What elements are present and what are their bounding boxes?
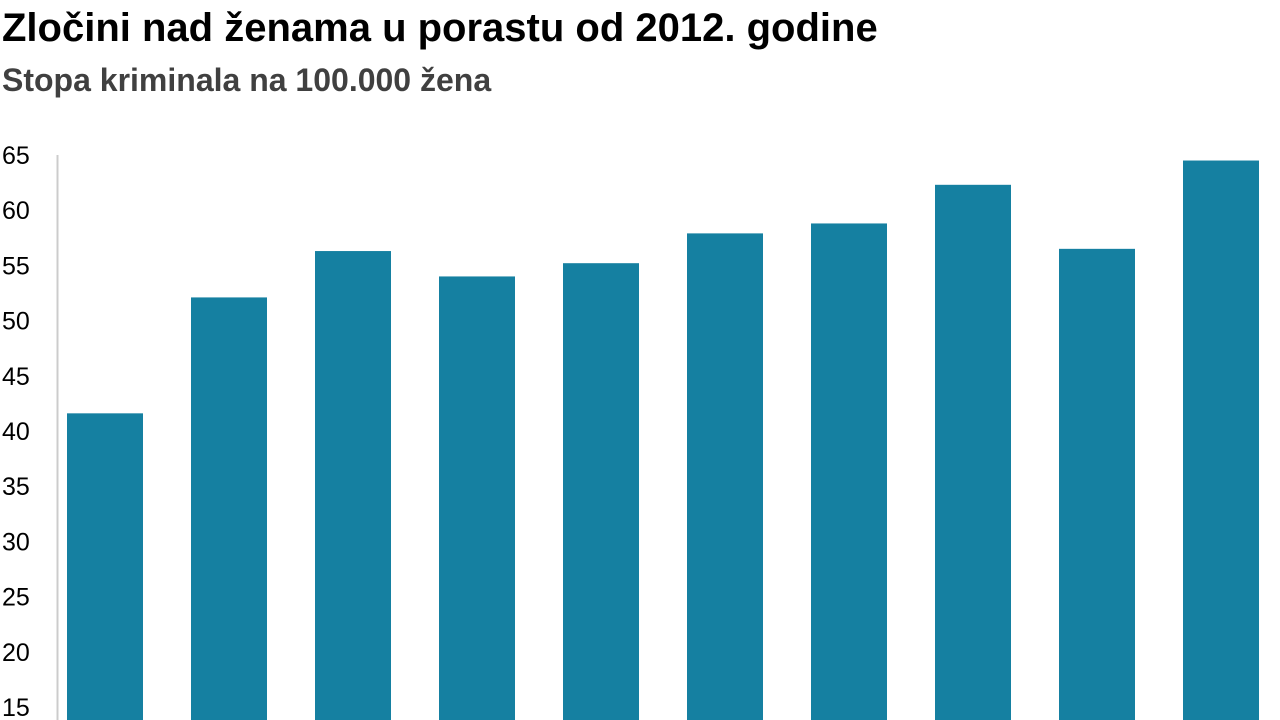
y-tick-label: 60 — [2, 197, 30, 225]
bar-10 — [1183, 160, 1259, 720]
bar-4 — [439, 276, 515, 720]
bar-8 — [935, 184, 1011, 720]
chart-title: Zločini nad ženama u porastu od 2012. go… — [2, 6, 878, 50]
bar-9 — [1059, 248, 1135, 720]
chart-subtitle: Stopa kriminala na 100.000 žena — [2, 62, 492, 98]
y-tick-label: 20 — [2, 639, 30, 667]
bar-1 — [67, 413, 143, 720]
bar-2 — [191, 297, 267, 720]
y-tick-label: 15 — [2, 694, 30, 720]
y-tick-label: 40 — [2, 418, 30, 446]
bar-3 — [315, 251, 391, 720]
y-tick-label: 30 — [2, 528, 30, 556]
bar-5 — [563, 263, 639, 720]
y-tick-label: 55 — [2, 252, 30, 280]
bar-6 — [687, 233, 763, 720]
y-tick-label: 25 — [2, 584, 30, 612]
y-tick-label: 35 — [2, 473, 30, 501]
y-tick-label: 65 — [2, 142, 30, 170]
y-tick-label: 50 — [2, 308, 30, 336]
y-tick-label: 45 — [2, 363, 30, 391]
bar-7 — [811, 223, 887, 720]
